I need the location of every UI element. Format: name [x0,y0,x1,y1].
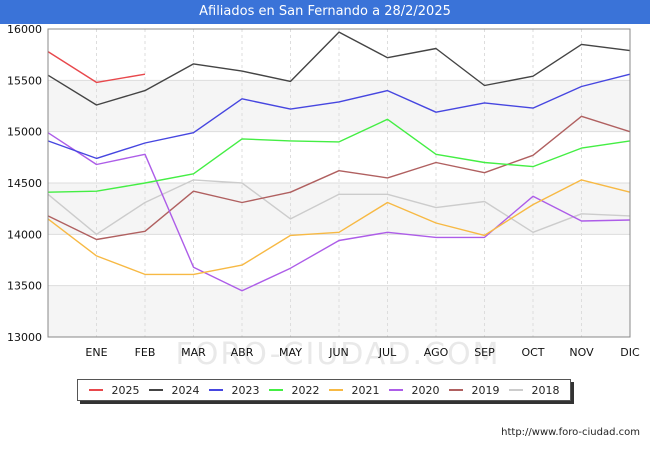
x-tick-label: DIC [620,346,640,359]
series-line-2025 [47,51,146,84]
x-tick-label: NOV [569,346,594,359]
legend-swatch [388,389,403,391]
y-tick-label: 13500 [7,280,42,293]
x-tick-label: AGO [424,346,449,359]
series-line-2022 [47,118,631,193]
legend-item-2021: 2021 [328,383,380,397]
y-tick-label: 16000 [7,23,42,36]
x-tick-label: MAR [181,346,206,359]
legend-item-2024: 2024 [148,383,200,397]
series-lines [47,31,631,292]
x-tick-label: JUL [378,346,397,359]
legend-label: 2025 [111,383,140,397]
legend-label: 2023 [231,383,260,397]
legend-item-2020: 2020 [388,383,440,397]
watermark: FORO-CIUDAD.COM [176,337,501,372]
legend-item-2025: 2025 [88,383,140,397]
y-tick-label: 13000 [7,331,42,344]
legend-label: 2020 [411,383,440,397]
y-tick-label: 15500 [7,74,42,87]
legend-swatch [268,389,283,391]
plot-frame [47,28,631,338]
x-tick-label: FEB [135,346,156,359]
plot-band [48,80,630,132]
y-tick-label: 15000 [7,126,42,139]
legend-label: 2024 [171,383,200,397]
legend-label: 2021 [351,383,380,397]
legend-swatch [88,389,103,391]
legend-label: 2022 [291,383,320,397]
series-line-2021 [47,179,631,276]
y-tick-label: 14500 [7,177,42,190]
source-link[interactable]: http://www.foro-ciudad.com [501,427,640,438]
y-tick-label: 14000 [7,228,42,241]
axes [47,28,631,338]
series-line-2020 [47,132,631,292]
legend-swatch [328,389,343,391]
legend-item-2023: 2023 [208,383,260,397]
x-tick-label: SEP [474,346,495,359]
legend-swatch [208,389,223,391]
legend-label: 2018 [531,383,560,397]
series-line-2019 [47,115,631,241]
x-tick-labels: ENE FEB MAR ABR MAY JUN JUL AGO SEP OCT NOV DIC [85,346,640,359]
x-tick-label: ENE [85,346,107,359]
legend-swatch [448,389,463,391]
legend-item-2019: 2019 [448,383,500,397]
legend: 2025 2024 2023 2022 2021 2020 2019 2018 [77,379,571,401]
x-tick-label: JUN [328,346,349,359]
chart-title: Afiliados en San Fernando a 28/2/2025 [0,0,650,24]
legend-swatch [508,389,523,391]
legend-swatch [148,389,163,391]
legend-item-2018: 2018 [508,383,560,397]
x-tick-label: OCT [521,346,544,359]
legend-label: 2019 [471,383,500,397]
x-tick-label: ABR [231,346,254,359]
series-line-2024 [47,31,631,106]
legend-item-2022: 2022 [268,383,320,397]
series-line-2023 [47,73,631,160]
series-line-2018 [47,179,631,236]
x-tick-label: MAY [279,346,302,359]
y-tick-labels: 13000 13500 14000 14500 15000 15500 16000 [7,23,42,344]
